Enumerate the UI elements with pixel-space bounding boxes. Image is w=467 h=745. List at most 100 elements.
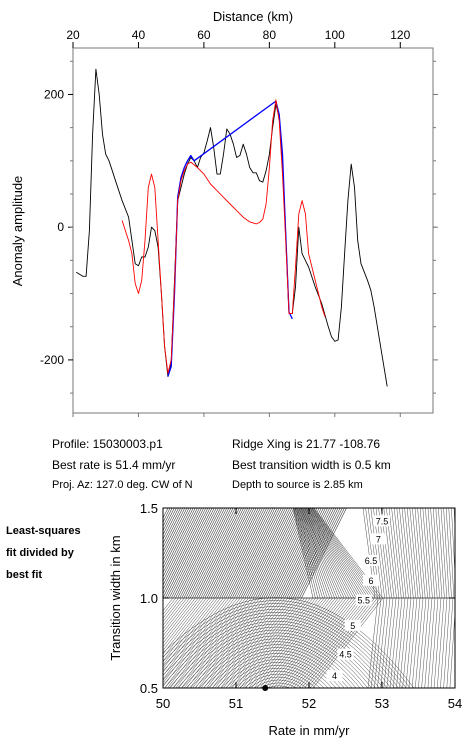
best-rate: Best rate is 51.4 mm/yr [52, 458, 176, 472]
contour-line [163, 597, 196, 641]
profile-x-tick-label: 40 [132, 28, 146, 42]
contour-line [282, 597, 353, 688]
contour-line [185, 508, 232, 599]
contour-line [196, 508, 242, 599]
contour-line [163, 597, 204, 651]
contour-line [192, 597, 263, 688]
contour-line [308, 508, 367, 599]
contour-line [226, 597, 297, 688]
contour-line [276, 597, 347, 688]
contour-line [163, 508, 186, 553]
contour-line [367, 597, 379, 688]
contour-line [163, 597, 227, 680]
contour-line [238, 508, 284, 599]
contour-line [304, 508, 352, 599]
contour-line [163, 508, 175, 532]
contour-line [163, 508, 198, 578]
best-fit-marker [262, 685, 269, 691]
contour-line [301, 597, 372, 688]
contour-line [240, 508, 286, 599]
contour-line [307, 508, 362, 599]
contour-line [399, 508, 409, 599]
contour-line [208, 508, 255, 599]
contour-line [214, 597, 286, 688]
contour-line [248, 676, 307, 688]
contour-line [163, 597, 221, 673]
contour-line [298, 508, 333, 599]
contour-line [301, 508, 343, 599]
contour-line [177, 629, 372, 688]
contour-line [412, 508, 421, 599]
contour-line [294, 508, 321, 599]
contour-line [171, 508, 217, 599]
contour-y-ticks: 1.5 1.0 0.5 [140, 501, 455, 696]
contour-line [433, 597, 442, 688]
contour-line [305, 508, 357, 599]
contour-line [414, 508, 424, 599]
contour-line [303, 508, 350, 599]
contour-line [288, 508, 335, 599]
contour-line [173, 508, 219, 599]
contour-line [231, 508, 278, 599]
contour-line [234, 508, 280, 599]
contour-label-bg [337, 648, 354, 660]
contour-line [186, 597, 258, 688]
contour-line [421, 597, 430, 688]
contour-line [243, 673, 312, 688]
contour-line [198, 644, 353, 688]
contour-line [227, 508, 274, 599]
contour-line [310, 508, 371, 599]
contour-line [163, 508, 192, 565]
contour-line [296, 508, 326, 599]
profile-y-tick-label: 200 [44, 87, 64, 101]
contour-line [236, 508, 282, 599]
contour-line [163, 597, 176, 615]
profile-chart: Distance (km) Anomaly amplitude 20 40 60 80… [10, 9, 438, 417]
contour-line [194, 508, 240, 599]
contour-line [164, 508, 211, 599]
contour-line [194, 641, 357, 688]
profile-x-ticks: 20 40 60 80 100 120 [66, 28, 411, 417]
contour-line [192, 508, 238, 599]
contour-line [225, 508, 272, 599]
contour-line [443, 508, 450, 599]
ridge-crossing: Ridge Xing is 21.77 -108.76 [232, 437, 381, 451]
contour-line [250, 508, 297, 599]
contour-line [307, 508, 364, 599]
contour-label-bg [374, 515, 390, 527]
contour-label-bg [326, 670, 343, 682]
contour-line [163, 508, 209, 599]
contour-line [163, 508, 190, 561]
contour-labels: 7.5 7 6.5 6 5.5 5 4.5 4 [326, 515, 390, 682]
contour-line [399, 597, 409, 688]
contour-line [229, 508, 276, 599]
contour-line [417, 508, 426, 599]
contour-line [419, 508, 428, 599]
contour-y-tick-label: 0.5 [140, 681, 158, 696]
contour-line [163, 597, 213, 662]
contour-line [181, 597, 252, 688]
contour-line [183, 508, 230, 599]
contour-line [300, 508, 340, 599]
contour-line [270, 597, 342, 688]
contour-line [251, 597, 322, 688]
contour-line [163, 609, 399, 688]
contour-y-tick-label: 1.0 [140, 591, 158, 606]
contour-line [239, 670, 316, 688]
contour-line [187, 508, 234, 599]
contour-line [242, 597, 314, 688]
contour-line [257, 508, 303, 599]
contour-line [284, 597, 356, 688]
contour-line [204, 508, 251, 599]
contour-label-bg [370, 533, 387, 545]
contour-line [223, 508, 270, 599]
contour-line [297, 508, 331, 599]
contour-line [200, 508, 246, 599]
contour-line [163, 508, 207, 595]
contour-line [267, 685, 291, 688]
projection-azimuth: Proj. Az: 127.0 deg. CW of N [52, 479, 193, 491]
profile-y-tick-label: 0 [57, 220, 64, 234]
contour-line [163, 508, 169, 519]
contour-line [278, 508, 324, 599]
contour-line [163, 597, 210, 659]
